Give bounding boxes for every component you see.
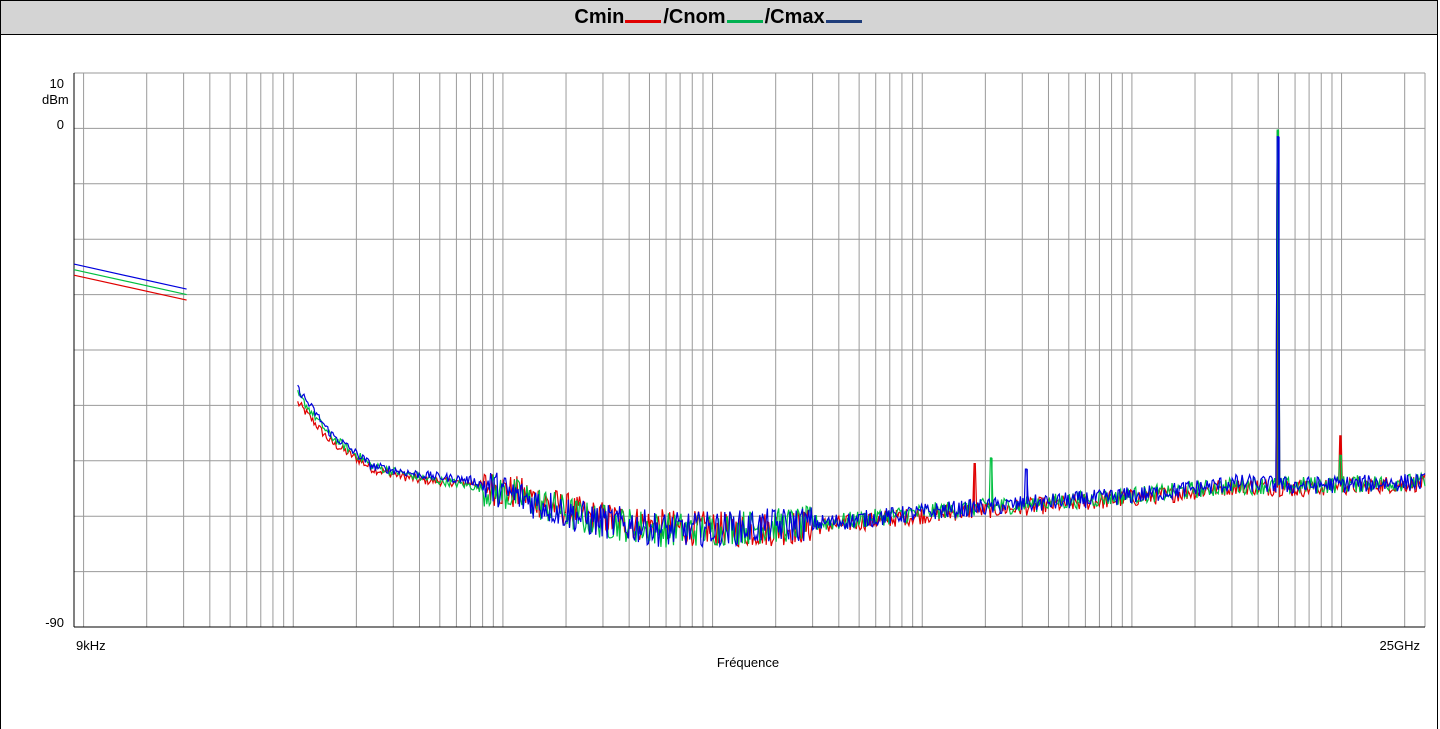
cmin-legend-swatch	[625, 20, 662, 23]
cmin-trace	[73, 274, 187, 301]
title-cmin-label: Cmin	[574, 6, 625, 28]
x-tick-label-end: 25GHz	[1380, 638, 1420, 653]
cnom-legend-swatch	[726, 20, 763, 23]
y-tick-label-zero: 0	[57, 117, 64, 132]
cmax-trace	[297, 136, 1426, 549]
y-tick-label-top: 10	[50, 76, 64, 91]
title-cmax-label: /Cmax	[764, 6, 825, 28]
series-cnom	[73, 129, 1426, 548]
x-tick-label-start: 9kHz	[76, 638, 106, 653]
y-axis-label: dBm	[42, 92, 69, 107]
cnom-trace	[73, 269, 187, 296]
chart-title: Cmin /Cnom /Cmax	[1, 1, 1437, 35]
series-cmax	[73, 136, 1426, 549]
grid	[74, 72, 1426, 628]
series-cmin	[73, 130, 1426, 548]
cmax-legend-swatch	[825, 20, 862, 23]
series	[73, 129, 1426, 549]
title-cnom-label: /Cnom	[663, 6, 726, 28]
x-axis-label: Fréquence	[717, 655, 779, 670]
axes: 10 dBm 0 -90 9kHz 25GHz Fréquence	[42, 73, 1425, 670]
y-tick-label-bottom: -90	[45, 615, 64, 630]
cmax-trace	[73, 263, 187, 290]
